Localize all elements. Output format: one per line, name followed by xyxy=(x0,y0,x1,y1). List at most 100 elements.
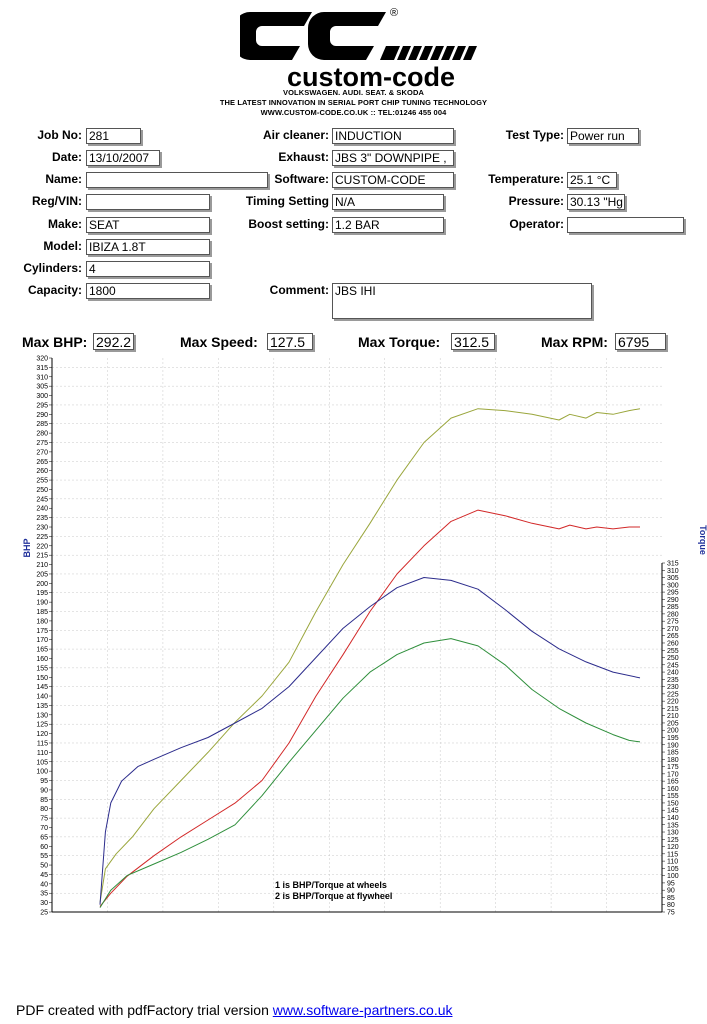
right-tick-label: 265 xyxy=(667,633,679,640)
left-tick-label: 75 xyxy=(40,816,48,823)
left-tick-label: 170 xyxy=(36,637,48,644)
air-cleaner-label: Air cleaner: xyxy=(262,128,329,142)
software-field[interactable]: CUSTOM-CODE xyxy=(332,172,454,188)
right-tick-label: 85 xyxy=(667,895,675,902)
date-field[interactable]: 13/10/2007 xyxy=(86,150,160,166)
pressure-field[interactable]: 30.13 "Hg xyxy=(567,194,625,210)
cylinders-field[interactable]: 4 xyxy=(86,261,210,277)
job-no-label: Job No: xyxy=(37,128,82,142)
operator-label: Operator: xyxy=(509,217,564,231)
model-field[interactable]: IBIZA 1.8T xyxy=(86,239,210,255)
custom-code-logo: ® custom-code xyxy=(240,7,477,90)
right-tick-label: 230 xyxy=(667,684,679,691)
air-cleaner-field[interactable]: INDUCTION xyxy=(332,128,454,144)
pressure-label: Pressure: xyxy=(508,194,564,208)
left-axis-ticks: 25 30 35 40 45 50 55 60 65 70 75 80 85 90 95 100 105 110 1… xyxy=(36,356,52,917)
test-type-label: Test Type: xyxy=(505,128,564,142)
software-label: Software: xyxy=(274,172,329,186)
left-tick-label: 35 xyxy=(40,891,48,898)
cylinders-label: Cylinders: xyxy=(23,261,82,275)
svg-text:®: ® xyxy=(390,7,398,19)
left-tick-label: 60 xyxy=(40,844,48,851)
right-tick-label: 315 xyxy=(667,561,679,568)
left-tick-label: 220 xyxy=(36,543,48,550)
right-tick-label: 140 xyxy=(667,815,679,822)
left-tick-label: 140 xyxy=(36,694,48,701)
right-tick-label: 250 xyxy=(667,655,679,662)
annotation-2: 2 is BHP/Torque at flywheel xyxy=(275,891,392,901)
right-tick-label: 260 xyxy=(667,640,679,647)
left-tick-label: 230 xyxy=(36,525,48,532)
left-tick-label: 240 xyxy=(36,506,48,513)
left-tick-label: 115 xyxy=(37,740,48,747)
right-tick-label: 240 xyxy=(667,670,679,677)
left-tick-label: 40 xyxy=(40,881,48,888)
capacity-field[interactable]: 1800 xyxy=(86,283,210,299)
max-speed-label: Max Speed: xyxy=(180,334,258,350)
max-torque-label: Max Torque: xyxy=(358,334,441,350)
name-field[interactable] xyxy=(86,172,268,188)
right-tick-label: 105 xyxy=(667,866,679,873)
make-field[interactable]: SEAT xyxy=(86,217,210,233)
right-tick-label: 155 xyxy=(667,793,679,800)
brand-line-1: VOLKSWAGEN. AUDI. SEAT. & SKODA xyxy=(282,88,425,97)
comment-field[interactable]: JBS IHI xyxy=(332,283,592,319)
exhaust-label: Exhaust: xyxy=(278,150,329,164)
brand-line-3: WWW.CUSTOM-CODE.CO.UK :: TEL:01246 455 0… xyxy=(260,108,447,117)
series-line-4 xyxy=(99,638,641,908)
left-tick-label: 120 xyxy=(36,731,48,738)
right-tick-label: 290 xyxy=(667,597,679,604)
left-tick-label: 305 xyxy=(36,384,48,391)
left-tick-label: 270 xyxy=(36,449,48,456)
left-tick-label: 185 xyxy=(36,609,48,616)
right-tick-label: 125 xyxy=(667,837,679,844)
exhaust-field[interactable]: JBS 3" DOWNPIPE , xyxy=(332,150,454,166)
left-tick-label: 155 xyxy=(36,665,48,672)
temperature-label: Temperature: xyxy=(488,172,564,186)
operator-field[interactable] xyxy=(567,217,684,233)
right-tick-label: 195 xyxy=(667,735,679,742)
left-tick-label: 85 xyxy=(40,797,48,804)
left-tick-label: 195 xyxy=(36,590,48,597)
job-no-field[interactable]: 281 xyxy=(86,128,141,144)
left-tick-label: 280 xyxy=(36,431,48,438)
left-tick-label: 125 xyxy=(36,722,48,729)
test-type-field[interactable]: Power run xyxy=(567,128,639,144)
left-tick-label: 190 xyxy=(36,600,48,607)
left-tick-label: 80 xyxy=(40,806,48,813)
right-tick-label: 215 xyxy=(667,706,679,713)
reg-vin-field[interactable] xyxy=(86,194,210,210)
left-tick-label: 130 xyxy=(36,712,48,719)
left-tick-label: 50 xyxy=(40,863,48,870)
left-tick-label: 295 xyxy=(36,402,48,409)
left-tick-label: 165 xyxy=(36,647,48,654)
timing-setting-field[interactable]: N/A xyxy=(332,194,444,210)
right-tick-label: 275 xyxy=(667,619,679,626)
right-tick-label: 80 xyxy=(667,902,675,909)
left-tick-label: 65 xyxy=(40,834,48,841)
left-tick-label: 135 xyxy=(36,703,48,710)
series-line-2 xyxy=(99,509,640,907)
left-tick-label: 200 xyxy=(36,581,48,588)
left-tick-label: 160 xyxy=(36,656,48,663)
right-tick-label: 75 xyxy=(667,910,675,917)
right-tick-label: 135 xyxy=(667,822,679,829)
right-tick-label: 100 xyxy=(667,873,679,880)
temperature-field[interactable]: 25.1 °C xyxy=(567,172,617,188)
y-axis-title: BHP xyxy=(22,538,32,557)
right-tick-label: 90 xyxy=(667,888,675,895)
svg-text:custom-code: custom-code xyxy=(287,62,455,90)
right-tick-label: 310 xyxy=(667,568,679,575)
boost-setting-field[interactable]: 1.2 BAR xyxy=(332,217,444,233)
left-tick-label: 95 xyxy=(40,778,48,785)
footer-link[interactable]: www.software-partners.co.uk xyxy=(272,1002,453,1018)
right-tick-label: 145 xyxy=(667,808,679,815)
right-tick-label: 270 xyxy=(667,626,679,633)
right-tick-label: 185 xyxy=(667,750,679,757)
right-tick-label: 295 xyxy=(667,590,679,597)
right-tick-label: 110 xyxy=(667,859,678,866)
right-tick-label: 220 xyxy=(667,699,679,706)
left-tick-label: 210 xyxy=(36,562,48,569)
right-tick-label: 165 xyxy=(667,779,679,786)
left-tick-label: 265 xyxy=(36,459,48,466)
